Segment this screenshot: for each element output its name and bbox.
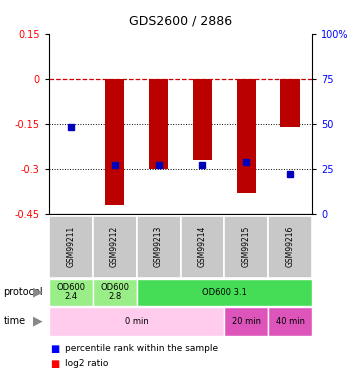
Text: log2 ratio: log2 ratio [65,359,108,368]
Bar [192,79,212,160]
Bar [149,79,169,169]
Text: OD600
2.4: OD600 2.4 [56,284,85,301]
Text: GSM99212: GSM99212 [110,226,119,267]
Text: OD600
2.8: OD600 2.8 [100,284,129,301]
Text: ■: ■ [51,359,60,369]
Bar [268,216,312,278]
Text: GSM99211: GSM99211 [66,226,75,267]
Text: ▶: ▶ [33,315,43,328]
Bar [49,216,93,278]
Text: GSM99213: GSM99213 [154,226,163,267]
Bar [225,216,268,278]
Bar [136,279,312,306]
Text: 0 min: 0 min [125,316,148,326]
Bar [280,79,300,127]
Bar [180,216,225,278]
Bar [93,279,136,306]
Text: ▶: ▶ [33,286,43,298]
Text: 20 min: 20 min [232,316,261,326]
Text: GSM99214: GSM99214 [198,226,207,267]
Text: ■: ■ [51,344,60,354]
Bar [49,279,93,306]
Text: time: time [4,316,26,326]
Text: GSM99215: GSM99215 [242,226,251,267]
Bar [105,79,125,205]
Bar [225,307,268,336]
Bar [236,79,256,193]
Text: protocol: protocol [4,287,43,297]
Bar [49,307,225,336]
Text: 40 min: 40 min [276,316,305,326]
Bar [93,216,136,278]
Text: OD600 3.1: OD600 3.1 [202,288,247,297]
Bar [136,216,180,278]
Text: GSM99216: GSM99216 [286,226,295,267]
Bar [268,307,312,336]
Text: GDS2600 / 2886: GDS2600 / 2886 [129,15,232,28]
Text: percentile rank within the sample: percentile rank within the sample [65,344,218,353]
